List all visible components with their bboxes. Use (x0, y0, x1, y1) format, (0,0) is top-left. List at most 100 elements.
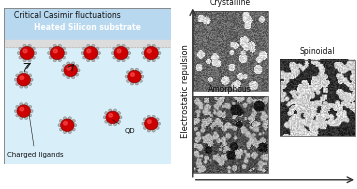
Circle shape (130, 82, 134, 85)
Circle shape (122, 44, 125, 47)
Circle shape (32, 56, 35, 59)
Text: Amorphous: Amorphous (208, 85, 252, 94)
Circle shape (68, 131, 71, 134)
Circle shape (17, 74, 30, 86)
Circle shape (109, 109, 112, 112)
Circle shape (68, 117, 71, 120)
Circle shape (23, 59, 26, 62)
Text: QD: QD (112, 120, 135, 134)
Circle shape (105, 120, 108, 123)
Circle shape (147, 129, 151, 132)
Circle shape (30, 78, 33, 81)
Circle shape (157, 122, 161, 125)
Circle shape (62, 47, 65, 50)
Text: Crystalline: Crystalline (210, 0, 251, 7)
Circle shape (28, 82, 32, 86)
Circle shape (130, 68, 134, 71)
Circle shape (156, 47, 160, 50)
Circle shape (71, 62, 75, 65)
Circle shape (24, 103, 28, 106)
Circle shape (50, 46, 64, 60)
Circle shape (87, 49, 91, 53)
Circle shape (24, 71, 28, 74)
Circle shape (20, 103, 23, 106)
Circle shape (109, 114, 113, 117)
Circle shape (28, 59, 31, 62)
Circle shape (113, 109, 117, 112)
Circle shape (87, 59, 90, 62)
Circle shape (67, 62, 70, 65)
Circle shape (63, 117, 67, 120)
Text: Critical Casimir fluctuations: Critical Casimir fluctuations (14, 12, 121, 20)
Circle shape (143, 56, 146, 59)
Circle shape (103, 116, 107, 119)
Circle shape (82, 56, 86, 59)
Circle shape (141, 75, 144, 78)
Circle shape (139, 71, 142, 74)
Circle shape (135, 68, 139, 71)
Circle shape (156, 118, 159, 121)
Circle shape (125, 75, 129, 78)
Text: Spinoidal: Spinoidal (300, 47, 336, 56)
Circle shape (142, 122, 145, 125)
Circle shape (82, 47, 86, 50)
Circle shape (72, 128, 75, 131)
Circle shape (53, 59, 56, 62)
Circle shape (67, 67, 71, 70)
Text: Heated Silicon substrate: Heated Silicon substrate (34, 23, 141, 32)
Circle shape (49, 56, 52, 59)
Circle shape (28, 105, 32, 108)
Circle shape (152, 115, 155, 118)
Circle shape (77, 69, 80, 72)
Circle shape (16, 105, 19, 108)
Text: Electrostatic repulsion: Electrostatic repulsion (181, 44, 190, 138)
Circle shape (17, 51, 21, 55)
Circle shape (117, 112, 121, 115)
Circle shape (19, 56, 22, 59)
Circle shape (24, 85, 28, 88)
Bar (4, 8, 171, 40)
Circle shape (20, 76, 24, 79)
Circle shape (67, 76, 70, 79)
Circle shape (16, 74, 19, 77)
Circle shape (87, 44, 90, 47)
Circle shape (141, 51, 145, 55)
Circle shape (143, 47, 146, 50)
Circle shape (92, 44, 95, 47)
Circle shape (17, 105, 30, 117)
Circle shape (119, 116, 122, 119)
Circle shape (139, 79, 142, 82)
Circle shape (58, 44, 61, 47)
Circle shape (28, 44, 31, 47)
Bar (4, 40, 171, 47)
Circle shape (53, 49, 57, 53)
Circle shape (63, 73, 66, 76)
Circle shape (152, 129, 155, 132)
Circle shape (64, 64, 77, 77)
Circle shape (156, 56, 160, 59)
Circle shape (97, 51, 101, 55)
Circle shape (143, 126, 147, 129)
Circle shape (147, 115, 151, 118)
Circle shape (58, 59, 61, 62)
Circle shape (47, 51, 51, 55)
Circle shape (157, 51, 161, 55)
Circle shape (14, 110, 17, 113)
Circle shape (72, 119, 75, 122)
Circle shape (28, 74, 32, 77)
Circle shape (113, 123, 117, 126)
Circle shape (20, 107, 24, 111)
Circle shape (75, 73, 79, 76)
Circle shape (114, 46, 128, 60)
Circle shape (117, 120, 121, 123)
Circle shape (143, 118, 147, 121)
Circle shape (126, 47, 129, 50)
Circle shape (126, 79, 130, 82)
Circle shape (147, 49, 151, 53)
Circle shape (152, 44, 155, 47)
Circle shape (92, 59, 95, 62)
Circle shape (23, 44, 26, 47)
Circle shape (113, 56, 116, 59)
Circle shape (20, 116, 23, 119)
Circle shape (111, 51, 115, 55)
